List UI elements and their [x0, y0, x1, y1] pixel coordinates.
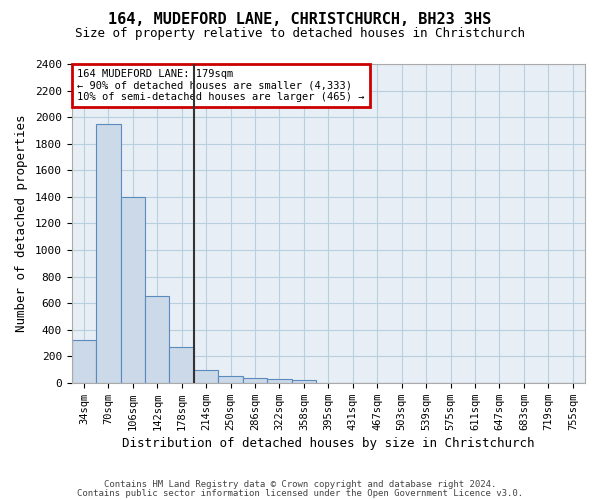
X-axis label: Distribution of detached houses by size in Christchurch: Distribution of detached houses by size …	[122, 437, 535, 450]
Bar	[243, 378, 267, 383]
Bar	[169, 347, 194, 383]
Text: Contains HM Land Registry data © Crown copyright and database right 2024.: Contains HM Land Registry data © Crown c…	[104, 480, 496, 489]
Bar	[121, 197, 145, 383]
Bar	[145, 296, 169, 383]
Y-axis label: Number of detached properties: Number of detached properties	[15, 114, 28, 332]
Text: 164, MUDEFORD LANE, CHRISTCHURCH, BH23 3HS: 164, MUDEFORD LANE, CHRISTCHURCH, BH23 3…	[109, 12, 491, 28]
Text: Contains public sector information licensed under the Open Government Licence v3: Contains public sector information licen…	[77, 490, 523, 498]
Bar	[292, 380, 316, 383]
Bar	[218, 376, 243, 383]
Text: 164 MUDEFORD LANE: 179sqm
← 90% of detached houses are smaller (4,333)
10% of se: 164 MUDEFORD LANE: 179sqm ← 90% of detac…	[77, 69, 364, 102]
Bar	[194, 370, 218, 383]
Bar	[96, 124, 121, 383]
Bar	[267, 379, 292, 383]
Bar	[71, 340, 96, 383]
Text: Size of property relative to detached houses in Christchurch: Size of property relative to detached ho…	[75, 28, 525, 40]
